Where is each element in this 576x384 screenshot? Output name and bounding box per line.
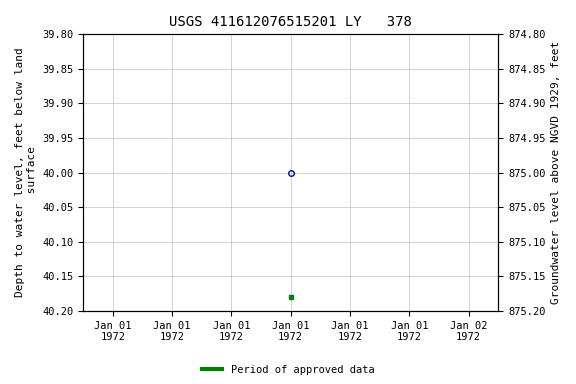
Title: USGS 411612076515201 LY   378: USGS 411612076515201 LY 378 — [169, 15, 412, 29]
Y-axis label: Depth to water level, feet below land
 surface: Depth to water level, feet below land su… — [15, 48, 37, 298]
Y-axis label: Groundwater level above NGVD 1929, feet: Groundwater level above NGVD 1929, feet — [551, 41, 561, 304]
Legend: Period of approved data: Period of approved data — [198, 361, 378, 379]
